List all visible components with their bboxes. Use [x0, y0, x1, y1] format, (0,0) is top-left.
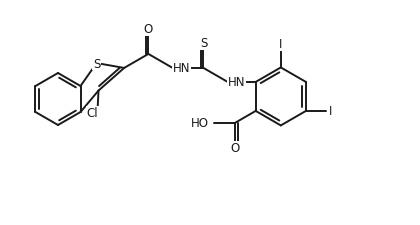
Text: HN: HN: [228, 76, 245, 89]
Text: HN: HN: [173, 62, 190, 75]
Text: S: S: [93, 57, 100, 70]
Text: O: O: [144, 23, 153, 36]
Text: S: S: [200, 37, 207, 50]
Text: HO: HO: [191, 117, 209, 130]
Text: I: I: [329, 105, 332, 118]
Text: Cl: Cl: [87, 107, 98, 120]
Text: I: I: [279, 38, 283, 51]
Text: O: O: [231, 142, 240, 155]
